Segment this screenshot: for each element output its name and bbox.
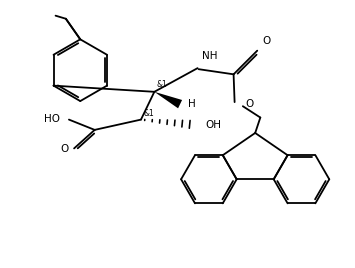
Text: H: H [188,99,196,109]
Text: OH: OH [206,120,222,130]
Text: &1: &1 [143,109,154,118]
Text: HO: HO [44,114,60,124]
Text: O: O [245,99,253,109]
Text: O: O [61,144,69,154]
Text: NH: NH [202,51,217,61]
Text: O: O [262,35,271,46]
Text: &1: &1 [157,80,167,89]
Polygon shape [154,92,182,108]
